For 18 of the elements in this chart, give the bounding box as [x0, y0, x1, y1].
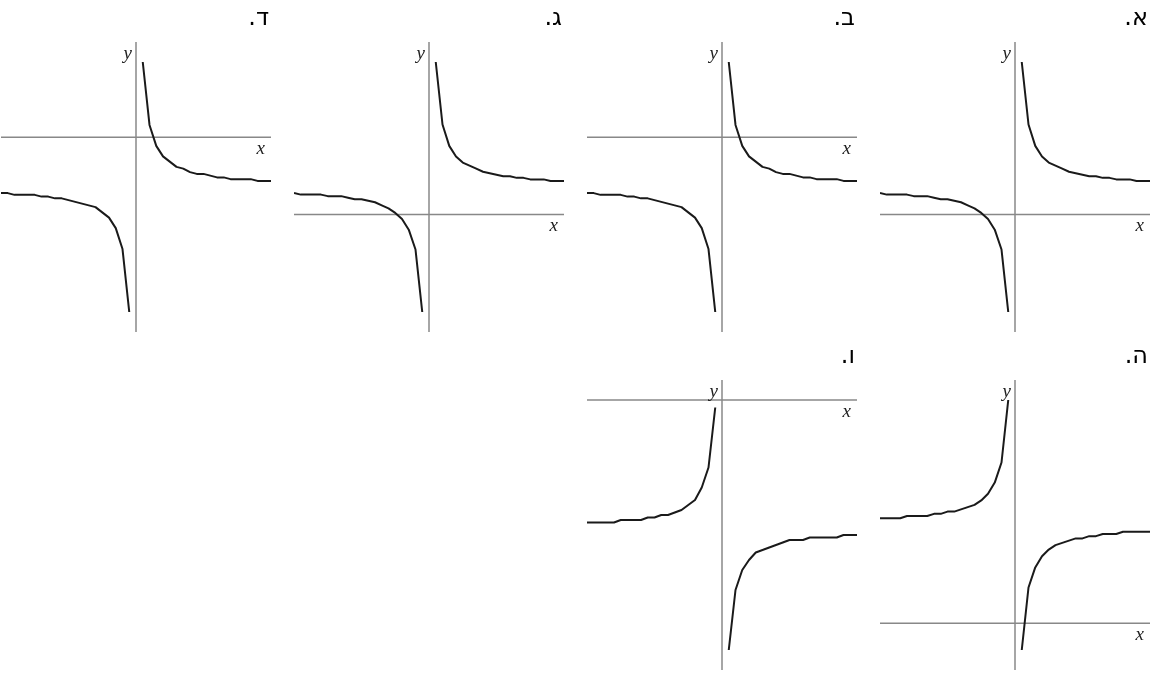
x-axis-title: x [255, 136, 266, 158]
chart-title: ו. [839, 340, 856, 371]
chart-title: ד. [247, 2, 270, 33]
y-axis-title: y [707, 379, 719, 401]
x-axis-title: x [1134, 622, 1145, 644]
x-axis-title: x [548, 213, 559, 235]
chart-title: ב. [832, 2, 856, 33]
y-axis-title: y [414, 41, 426, 63]
y-axis-title: y [1000, 41, 1012, 63]
x-axis-title: x [1134, 213, 1145, 235]
y-axis-title: y [707, 41, 719, 63]
x-axis-title: x [841, 136, 852, 158]
y-axis-title: y [1000, 379, 1012, 401]
chart-title: ג. [543, 2, 563, 33]
chart-title: ה. [1123, 340, 1149, 371]
chart-title: א. [1123, 2, 1149, 33]
x-axis-title: x [841, 399, 852, 421]
y-axis-title: y [121, 41, 133, 63]
